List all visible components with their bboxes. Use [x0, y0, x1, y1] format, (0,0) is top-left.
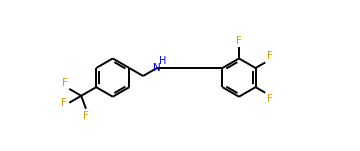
Text: F: F	[267, 51, 273, 61]
Text: N: N	[153, 63, 161, 73]
Text: F: F	[267, 94, 273, 104]
Text: F: F	[83, 111, 89, 121]
Text: F: F	[236, 36, 242, 46]
Text: H: H	[159, 56, 166, 66]
Text: F: F	[62, 78, 67, 88]
Text: F: F	[61, 98, 67, 108]
